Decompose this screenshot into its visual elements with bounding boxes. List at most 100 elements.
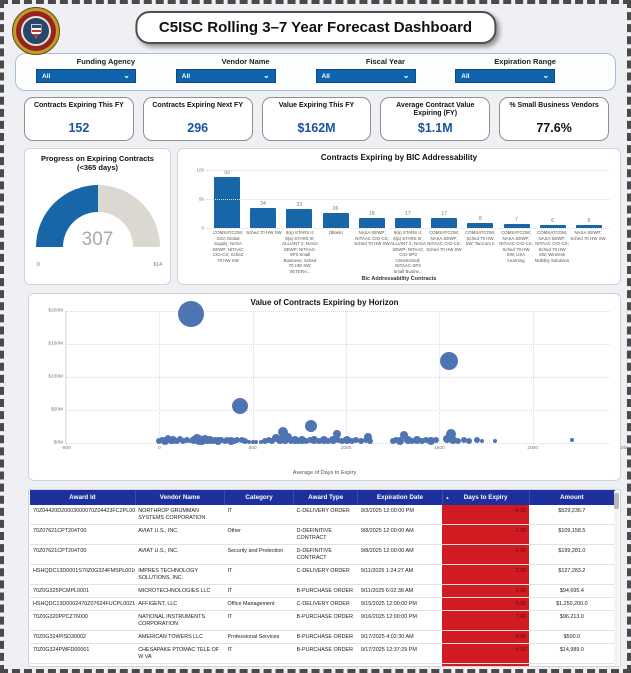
scatter-point[interactable] <box>265 437 272 444</box>
scatter-point[interactable] <box>480 439 485 444</box>
scatter-point[interactable] <box>319 435 328 444</box>
scatter-point[interactable] <box>409 438 416 445</box>
scatter-point[interactable] <box>473 437 480 444</box>
scatter-point[interactable] <box>290 435 299 444</box>
table-row[interactable]: HSHQDC13D0001S70Z0G324FMSPL0010 IMPRES TE… <box>30 564 615 586</box>
scatter-point[interactable] <box>396 437 405 446</box>
bar[interactable] <box>250 208 277 228</box>
scatter-point[interactable] <box>426 437 435 446</box>
scatter-point[interactable] <box>399 431 408 440</box>
bar[interactable] <box>503 223 530 228</box>
expiration-range-dropdown[interactable]: All ⌄ <box>455 69 556 83</box>
scatter-point[interactable] <box>493 439 498 444</box>
scatter-point[interactable] <box>348 438 355 445</box>
column-header-category[interactable]: Category <box>224 490 295 505</box>
bar[interactable] <box>322 212 349 228</box>
bar[interactable] <box>394 218 421 228</box>
scatter-point[interactable] <box>332 430 341 439</box>
scatter-point[interactable] <box>357 438 364 445</box>
scatter-point[interactable] <box>178 301 205 328</box>
scatter-point[interactable] <box>304 419 317 432</box>
scatter-point[interactable] <box>389 438 396 445</box>
scatter-point[interactable] <box>233 436 240 443</box>
column-header-expiration-date[interactable]: Expiration Date <box>357 490 443 505</box>
bar[interactable] <box>286 208 313 228</box>
scatter-point[interactable] <box>254 439 259 444</box>
scatter-point[interactable] <box>269 438 276 445</box>
scatter-point[interactable] <box>342 436 351 445</box>
scatter-point[interactable] <box>250 439 255 444</box>
scatter-point[interactable] <box>275 435 284 444</box>
scatter-point[interactable] <box>403 435 412 444</box>
table-row[interactable]: 70Z0G324PISD30002 AMERICAN TOWERS LLC Prof… <box>30 630 615 645</box>
scatter-point[interactable] <box>179 438 186 445</box>
scatter-point[interactable] <box>439 352 458 371</box>
scatter-point[interactable] <box>364 433 373 442</box>
fiscal-year-dropdown[interactable]: All ⌄ <box>315 69 416 83</box>
scatter-point[interactable] <box>184 437 191 444</box>
scatter-point[interactable] <box>169 436 178 445</box>
scatter-x-tick-label: 500 <box>248 446 257 451</box>
column-header-amount[interactable]: Amount <box>529 490 616 505</box>
vendor-name-dropdown[interactable]: All ⌄ <box>175 69 276 83</box>
table-row[interactable]: 70Z0G320PPCZ76000 NATIONAL INSTRUMENTS CO… <box>30 610 615 632</box>
scatter-point[interactable] <box>281 436 290 445</box>
scatter-point[interactable] <box>259 439 264 444</box>
scatter-point[interactable] <box>298 436 307 445</box>
table-row[interactable]: 70Z07621CPT204T00 AVIAT U.S., INC. Other D-… <box>30 524 615 546</box>
scatter-point[interactable] <box>306 436 313 443</box>
bar[interactable] <box>214 177 240 228</box>
scatter-point[interactable] <box>315 438 322 445</box>
table-scrollbar[interactable] <box>614 491 619 665</box>
kpi-row: Contracts Expiring This FY 152 Contracts… <box>24 97 609 141</box>
scatter-point[interactable] <box>367 438 374 445</box>
column-header-vendor-name[interactable]: Vendor Name <box>135 490 225 505</box>
table-row[interactable]: 70Z04420D20001700MCH CONSULTING SERVICES… <box>30 663 615 666</box>
scatter-point[interactable] <box>466 438 473 445</box>
column-header-award-id[interactable]: Award Id <box>30 490 136 505</box>
scatter-point[interactable] <box>423 437 430 444</box>
column-header-days-to-expiry[interactable]: Days to Expiry ▲ <box>442 490 530 505</box>
table-scrollbar-thumb[interactable] <box>614 493 619 509</box>
scatter-point[interactable] <box>328 436 337 445</box>
scatter-point[interactable] <box>217 437 224 444</box>
scatter-point[interactable] <box>353 437 360 444</box>
bar[interactable] <box>358 217 385 228</box>
table-row[interactable]: 70Z0G325PCMPL0001 MICROTECHNOLOGIES LLC IT… <box>30 584 615 599</box>
scatter-point[interactable] <box>231 398 248 415</box>
table-row[interactable]: HSHQDC13D0002470Z07624FUCPL0021 AFFIGENT,… <box>30 597 615 612</box>
table-row[interactable]: 70Z0G324PWFD00001 CHESAPAKE PTOMAC TELE O… <box>30 643 615 665</box>
scatter-point[interactable] <box>334 436 341 443</box>
scatter-point[interactable] <box>460 437 467 444</box>
column-header-award-type[interactable]: Award Type <box>293 490 359 505</box>
scatter-point[interactable] <box>242 438 249 445</box>
scatter-point[interactable] <box>445 428 456 439</box>
table-row[interactable]: 70Z07621CPT204T00 AVIAT U.S., INC. Securit… <box>30 544 615 566</box>
table-cell: CHESAPAKE PTOMAC TELE OF W VA <box>135 643 225 665</box>
funding-agency-dropdown[interactable]: All ⌄ <box>36 69 136 83</box>
bar[interactable] <box>467 223 494 228</box>
scatter-point[interactable] <box>362 437 369 444</box>
bar[interactable] <box>575 224 602 228</box>
scatter-point[interactable] <box>277 426 288 437</box>
scatter-h-gridline <box>66 311 610 312</box>
scatter-point[interactable] <box>432 437 439 444</box>
shield-icon <box>30 24 42 38</box>
scatter-point[interactable] <box>261 438 268 445</box>
scatter-point[interactable] <box>412 436 421 445</box>
bar[interactable] <box>431 218 458 228</box>
scatter-point[interactable] <box>449 436 458 445</box>
scatter-point[interactable] <box>325 438 332 445</box>
scatter-point[interactable] <box>418 438 425 445</box>
scatter-point[interactable] <box>569 437 574 442</box>
kpi-value-expiring-this-fy: Value Expiring This FY $162M <box>261 97 372 141</box>
bar[interactable] <box>539 224 566 228</box>
scatter-point[interactable] <box>455 438 461 445</box>
table-row[interactable]: 70Z04420D20003000070Z04423FC2PL0007 NORTH… <box>30 505 615 526</box>
scatter-point[interactable] <box>339 438 346 445</box>
scatter-point[interactable] <box>310 436 319 445</box>
scatter-point[interactable] <box>302 438 309 445</box>
scatter-point[interactable] <box>442 435 451 444</box>
scatter-point[interactable] <box>246 439 251 444</box>
scatter-point[interactable] <box>160 437 169 446</box>
